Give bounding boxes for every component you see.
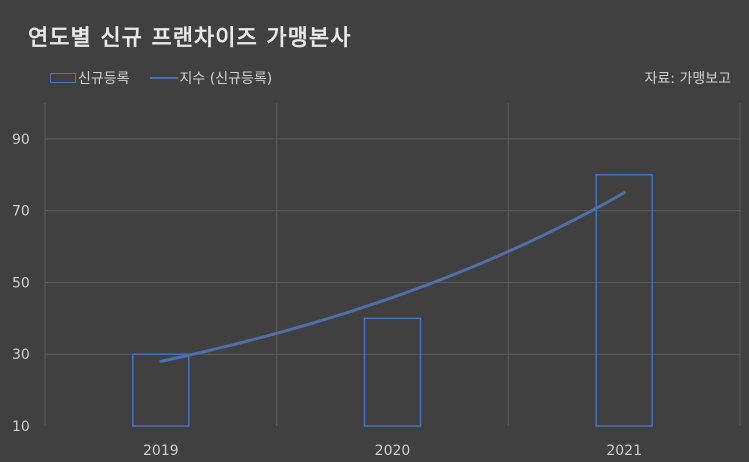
y-tick-label: 90 (12, 132, 30, 148)
bar-2020 (363, 317, 422, 427)
legend-item-trendline: 지수 (신규등록) (149, 68, 273, 88)
legend-item-bars: 신규등록 (50, 68, 130, 88)
y-tick-label: 30 (12, 347, 30, 363)
legend-bar-label: 신규등록 (78, 71, 130, 87)
source-note: 자료: 가맹보고 (644, 71, 731, 87)
x-tick-label: 2020 (375, 443, 411, 459)
x-tick-label: 2019 (143, 443, 179, 459)
legend-line-swatch (149, 77, 178, 79)
chart-title: 연도별 신규 프랜차이즈 가맹본사 (28, 26, 352, 51)
x-axis-ticks: 2019 2020 2021 (143, 443, 642, 459)
bar-2021 (595, 174, 653, 427)
bar-series (132, 174, 653, 427)
bar-2019 (132, 353, 190, 427)
chart-legend: 신규등록 지수 (신규등록) (50, 68, 292, 88)
y-tick-label: 50 (12, 275, 30, 291)
x-tick-label: 2021 (606, 443, 642, 459)
legend-bar-swatch (50, 73, 76, 83)
y-axis-ticks: 10 30 50 70 90 (12, 132, 30, 435)
y-tick-label: 10 (12, 419, 30, 435)
trendline-path (159, 191, 626, 363)
grid-lines (44, 103, 741, 426)
y-tick-label: 70 (12, 204, 30, 220)
trendline (159, 191, 626, 363)
legend-line-label: 지수 (신규등록) (179, 71, 273, 87)
